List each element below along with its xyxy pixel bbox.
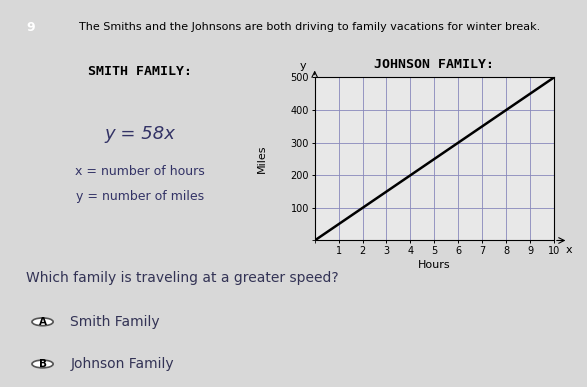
Text: Which family is traveling at a greater speed?: Which family is traveling at a greater s… bbox=[26, 271, 339, 285]
Text: B: B bbox=[39, 359, 46, 369]
Text: SMITH FAMILY:: SMITH FAMILY: bbox=[88, 65, 192, 78]
Text: Smith Family: Smith Family bbox=[70, 315, 160, 329]
Y-axis label: Miles: Miles bbox=[257, 145, 267, 173]
Ellipse shape bbox=[32, 318, 53, 326]
X-axis label: Hours: Hours bbox=[418, 260, 451, 270]
Text: y: y bbox=[299, 61, 306, 71]
Text: x: x bbox=[566, 245, 572, 255]
Text: Johnson Family: Johnson Family bbox=[70, 357, 174, 371]
Text: 9: 9 bbox=[26, 21, 35, 34]
Text: y = 58x: y = 58x bbox=[104, 125, 176, 143]
Text: The Smiths and the Johnsons are both driving to family vacations for winter brea: The Smiths and the Johnsons are both dri… bbox=[79, 22, 540, 32]
Text: JOHNSON FAMILY:: JOHNSON FAMILY: bbox=[375, 58, 494, 72]
Text: x = number of hours: x = number of hours bbox=[75, 165, 205, 178]
Text: y = number of miles: y = number of miles bbox=[76, 190, 204, 203]
Text: A: A bbox=[39, 317, 46, 327]
Ellipse shape bbox=[32, 360, 53, 368]
